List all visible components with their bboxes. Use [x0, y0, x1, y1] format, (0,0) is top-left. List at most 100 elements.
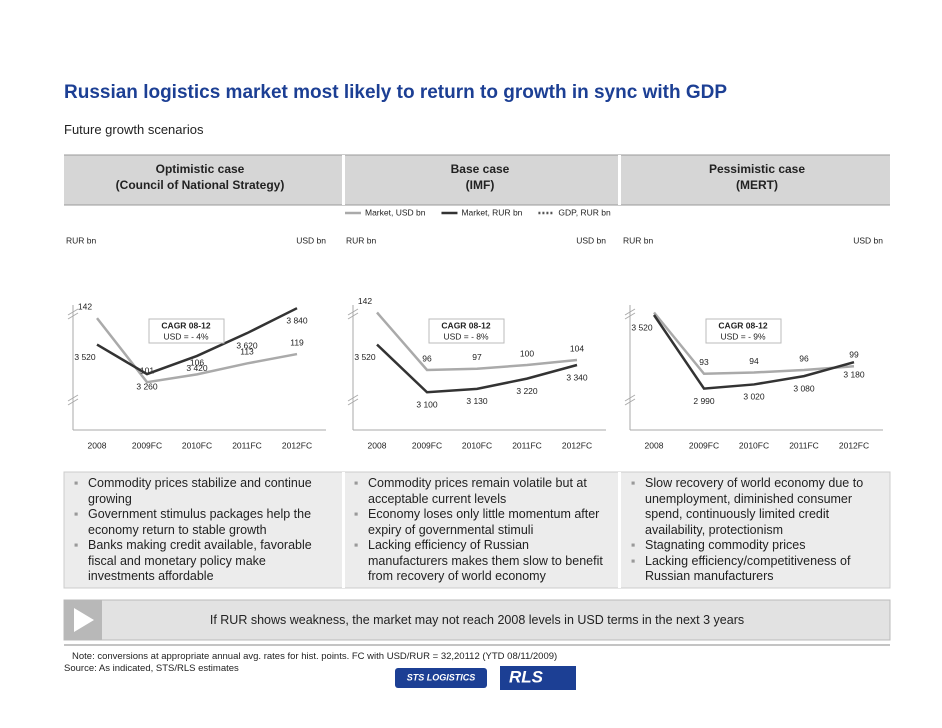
bullet: Stagnating commodity prices [631, 538, 885, 554]
x-tick-label: 2010FC [182, 440, 212, 450]
data-label: 3 420 [186, 363, 208, 373]
axis-break [67, 394, 79, 406]
x-tick-label: 2009FC [412, 440, 442, 450]
axis-label: RUR bn [346, 235, 377, 245]
panel-heading: (Council of National Strategy) [116, 178, 285, 192]
legend-label: Market, USD bn [365, 207, 426, 217]
legend-label: GDP, RUR bn [558, 207, 611, 217]
axis-label: RUR bn [66, 235, 97, 245]
bullet: Slow recovery of world economy due to un… [631, 476, 885, 538]
bullets: Commodity prices remain volatile but at … [346, 476, 608, 585]
axis-break [67, 308, 79, 320]
axis-label: RUR bn [623, 235, 654, 245]
panel-heading: (IMF) [466, 178, 495, 192]
data-label: 96 [422, 353, 432, 363]
bullet: Government stimulus packages help the ec… [74, 507, 328, 538]
logo: STS LOGISTICS [407, 672, 476, 682]
data-label: 3 520 [354, 352, 376, 362]
axis-label: USD bn [853, 235, 883, 245]
subtitle: Future growth scenarios [64, 122, 204, 137]
series-line [96, 307, 298, 376]
data-label: 99 [849, 350, 859, 360]
data-label: 104 [570, 343, 584, 353]
data-label: 96 [799, 353, 809, 363]
x-tick-label: 2012FC [282, 440, 312, 450]
title: Russian logistics market most likely to … [64, 82, 728, 103]
data-label: 3 520 [74, 352, 96, 362]
bullet: Lacking efficiency of Russian manufactur… [354, 538, 608, 585]
data-label: 100 [520, 348, 534, 358]
data-label: 119 [290, 337, 304, 347]
bullet: Lacking efficiency/competitiveness of Ru… [631, 554, 885, 585]
conclusion: If RUR shows weakness, the market may no… [209, 613, 745, 627]
bullet-list: Slow recovery of world economy due to un… [623, 476, 885, 585]
annotation-box [148, 318, 225, 344]
axis-label: USD bn [296, 235, 326, 245]
series-line [376, 311, 578, 372]
annotation-title: CAGR 08-12 [161, 320, 210, 330]
annotation-box [428, 318, 505, 344]
data-label: 3 520 [631, 322, 653, 332]
note: Note: conversions at appropriate annual … [72, 651, 558, 662]
data-label: 3 840 [286, 315, 308, 325]
panel-heading: Pessimistic case [709, 162, 805, 176]
x-tick-label: 2011FC [789, 440, 819, 450]
axis-break [347, 394, 359, 406]
x-tick-label: 2012FC [562, 440, 592, 450]
axis-break [347, 308, 359, 320]
x-tick-label: 2010FC [739, 440, 769, 450]
data-label: 3 130 [466, 396, 488, 406]
logo: RLS [509, 667, 544, 686]
x-tick-label: 2012FC [839, 440, 869, 450]
data-label: 94 [749, 356, 759, 366]
logo-box [395, 668, 487, 688]
bullets: Slow recovery of world economy due to un… [623, 476, 885, 585]
data-label: 113 [240, 347, 254, 357]
axis-break [624, 394, 636, 406]
x-tick-label: 2009FC [689, 440, 719, 450]
series-line [652, 314, 855, 390]
data-label: 97 [472, 352, 482, 362]
data-label: 2 990 [693, 396, 715, 406]
logo-box [500, 666, 576, 690]
data-label: 3 340 [566, 372, 588, 382]
x-tick-label: 2008 [368, 440, 387, 450]
data-label: 3 020 [743, 392, 765, 402]
annotation-text: USD = - 4% [163, 331, 209, 341]
bullet: Commodity prices remain volatile but at … [354, 476, 608, 507]
data-label: 3 260 [136, 381, 158, 391]
legend-label: Market, RUR bn [461, 207, 522, 217]
data-label: 106 [190, 358, 204, 368]
annotation-title: CAGR 08-12 [718, 320, 767, 330]
panel-heading: Optimistic case [156, 162, 245, 176]
x-tick-label: 2010FC [462, 440, 492, 450]
annotation-text: USD = - 9% [720, 331, 766, 341]
data-label: 3 620 [236, 340, 258, 350]
bullets: Commodity prices stabilize and continue … [66, 476, 328, 585]
bullet: Economy loses only little momentum after… [354, 507, 608, 538]
axis-break [624, 308, 636, 320]
bullet: Commodity prices stabilize and continue … [74, 476, 328, 507]
data-label: 3 220 [516, 386, 538, 396]
series-line [96, 317, 298, 384]
bullet-list: Commodity prices stabilize and continue … [66, 476, 328, 585]
panel-heading: (MERT) [736, 178, 778, 192]
data-label: 93 [699, 357, 709, 367]
series-line [653, 311, 855, 376]
panel-heading: Base case [451, 162, 510, 176]
annotation-box [705, 318, 782, 344]
series-line [376, 343, 578, 394]
data-label: 3 180 [843, 369, 865, 379]
bullet-list: Commodity prices remain volatile but at … [346, 476, 608, 585]
x-tick-label: 2011FC [232, 440, 262, 450]
bullet: Banks making credit available, favorable… [74, 538, 328, 585]
x-tick-label: 2008 [645, 440, 664, 450]
axis-label: USD bn [576, 235, 606, 245]
annotation-title: CAGR 08-12 [441, 320, 490, 330]
data-label: 101 [140, 365, 154, 375]
source: Source: As indicated, STS/RLS estimates [64, 663, 239, 674]
data-label: 142 [78, 301, 92, 311]
x-tick-label: 2011FC [512, 440, 542, 450]
x-tick-label: 2009FC [132, 440, 162, 450]
